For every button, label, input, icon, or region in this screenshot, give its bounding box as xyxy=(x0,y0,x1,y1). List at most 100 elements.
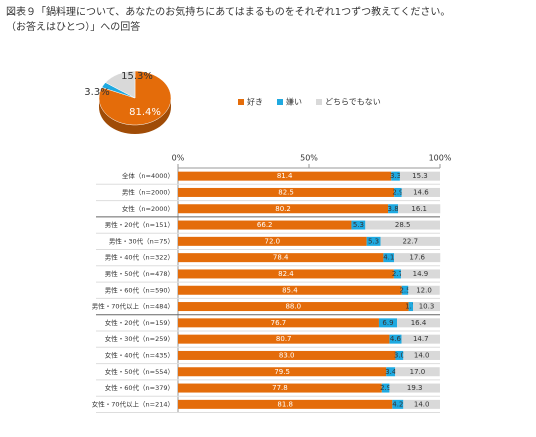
bar-segment xyxy=(403,399,440,409)
category-label: 男性・60代（n=590） xyxy=(105,285,174,294)
bar-segment xyxy=(401,334,440,344)
value-label: 17.0 xyxy=(410,368,426,376)
value-label: 17.6 xyxy=(409,254,425,262)
category-label: 全体（n=4000） xyxy=(122,171,174,180)
value-label: 3.0 xyxy=(394,351,405,359)
value-label: 14.7 xyxy=(413,335,429,343)
bar-segment xyxy=(395,350,404,360)
bar-segment xyxy=(381,383,390,393)
value-label: 77.8 xyxy=(272,384,288,392)
bar-segment xyxy=(365,220,440,230)
bar-segment xyxy=(178,236,367,246)
bar-segment xyxy=(386,367,396,377)
bar-segment xyxy=(178,285,402,295)
value-label: 82.4 xyxy=(278,270,294,278)
value-label: 15.3 xyxy=(412,172,428,180)
value-label: 22.7 xyxy=(402,237,418,245)
bar-segment xyxy=(178,318,379,328)
value-label: 4.2 xyxy=(392,400,403,408)
value-label: 79.5 xyxy=(274,368,290,376)
bar-segment xyxy=(178,171,392,181)
value-label: 6.9 xyxy=(382,319,393,327)
bar-segment xyxy=(400,269,440,279)
bar-segment xyxy=(351,220,366,230)
value-label: 88.0 xyxy=(285,303,301,311)
pie-slice xyxy=(98,70,172,126)
bar-segment xyxy=(178,187,395,197)
legend-label: どちらでもない xyxy=(325,98,381,107)
bar-segment xyxy=(399,171,440,181)
x-tick-label: 0% xyxy=(172,154,185,163)
pie-label: 3.3% xyxy=(84,87,109,98)
value-label: 81.4 xyxy=(277,172,293,180)
bar-segment xyxy=(378,318,398,328)
bar-segment xyxy=(178,367,387,377)
x-tick-label: 50% xyxy=(300,154,318,163)
bar-segment xyxy=(383,253,395,263)
bar-segment xyxy=(366,236,381,246)
value-label: 2.5 xyxy=(399,286,410,294)
bar-segment xyxy=(178,383,382,393)
category-label: 男性・40代（n=322） xyxy=(105,253,174,262)
title-line: （お答えはひとつ）」への回答 xyxy=(6,20,140,33)
value-label: 16.4 xyxy=(411,319,427,327)
value-label: 5.3 xyxy=(368,237,379,245)
bar-segment xyxy=(389,383,440,393)
bar-segment xyxy=(398,204,441,214)
value-label: 28.5 xyxy=(395,221,411,229)
legend-label: 嫌い xyxy=(286,97,302,107)
bar-segment xyxy=(178,334,390,344)
bar-segment xyxy=(392,399,404,409)
value-label: 4.1 xyxy=(383,254,394,262)
bar-segment xyxy=(413,302,440,312)
bar-segment xyxy=(178,253,384,263)
value-label: 19.3 xyxy=(407,384,423,392)
category-label: 男性・30代（n=75） xyxy=(109,236,174,245)
value-label: 14.0 xyxy=(414,351,430,359)
bar-segment xyxy=(403,350,440,360)
value-label: 76.7 xyxy=(271,319,287,327)
value-label: 83.0 xyxy=(279,351,295,359)
category-label: 男性・50代（n=478） xyxy=(105,269,174,278)
legend-label: 好き xyxy=(247,97,263,107)
bar-segment xyxy=(401,187,440,197)
value-label: 82.5 xyxy=(278,188,294,196)
value-label: 80.7 xyxy=(276,335,292,343)
category-label: 女性・70代以上（n=214） xyxy=(92,399,174,408)
value-label: 78.4 xyxy=(273,254,289,262)
value-label: 14.0 xyxy=(414,400,430,408)
bar-segment xyxy=(395,367,440,377)
bar-segment xyxy=(178,350,396,360)
value-label: 85.4 xyxy=(282,286,298,294)
value-label: 1.7 xyxy=(405,303,416,311)
bar-segment xyxy=(178,220,352,230)
bar-segment xyxy=(401,285,409,295)
value-label: 4.6 xyxy=(390,335,402,343)
value-label: 14.6 xyxy=(413,188,429,196)
bar-segment xyxy=(397,318,440,328)
value-label: 66.2 xyxy=(257,221,273,229)
value-label: 2.9 xyxy=(392,188,403,196)
value-label: 3.3 xyxy=(390,172,401,180)
bar-segment xyxy=(178,204,389,214)
value-label: 2.9 xyxy=(380,384,391,392)
value-label: 80.2 xyxy=(275,205,291,213)
bar-segment xyxy=(408,302,414,312)
category-label: 男性・70代以上（n=484） xyxy=(92,302,174,311)
pie-label: 15.3% xyxy=(121,71,153,82)
value-label: 3.4 xyxy=(385,368,397,376)
bar-segment xyxy=(394,253,441,263)
value-label: 12.0 xyxy=(416,286,432,294)
bar-segment xyxy=(393,269,401,279)
category-label: 女性・50代（n=554） xyxy=(105,367,174,376)
category-label: 男性・20代（n=151） xyxy=(105,220,174,229)
category-label: 男性（n=2000） xyxy=(122,187,174,196)
bar-segment xyxy=(380,236,440,246)
legend-swatch xyxy=(277,99,283,105)
x-tick-label: 100% xyxy=(429,154,452,163)
title-line: 図表９「鍋料理について、あなたのお気持ちにあてはまるものをそれぞれ1つずつ教えて… xyxy=(6,5,450,18)
category-label: 女性（n=2000） xyxy=(122,204,174,213)
value-label: 10.3 xyxy=(419,303,435,311)
pie-slice xyxy=(105,70,136,99)
